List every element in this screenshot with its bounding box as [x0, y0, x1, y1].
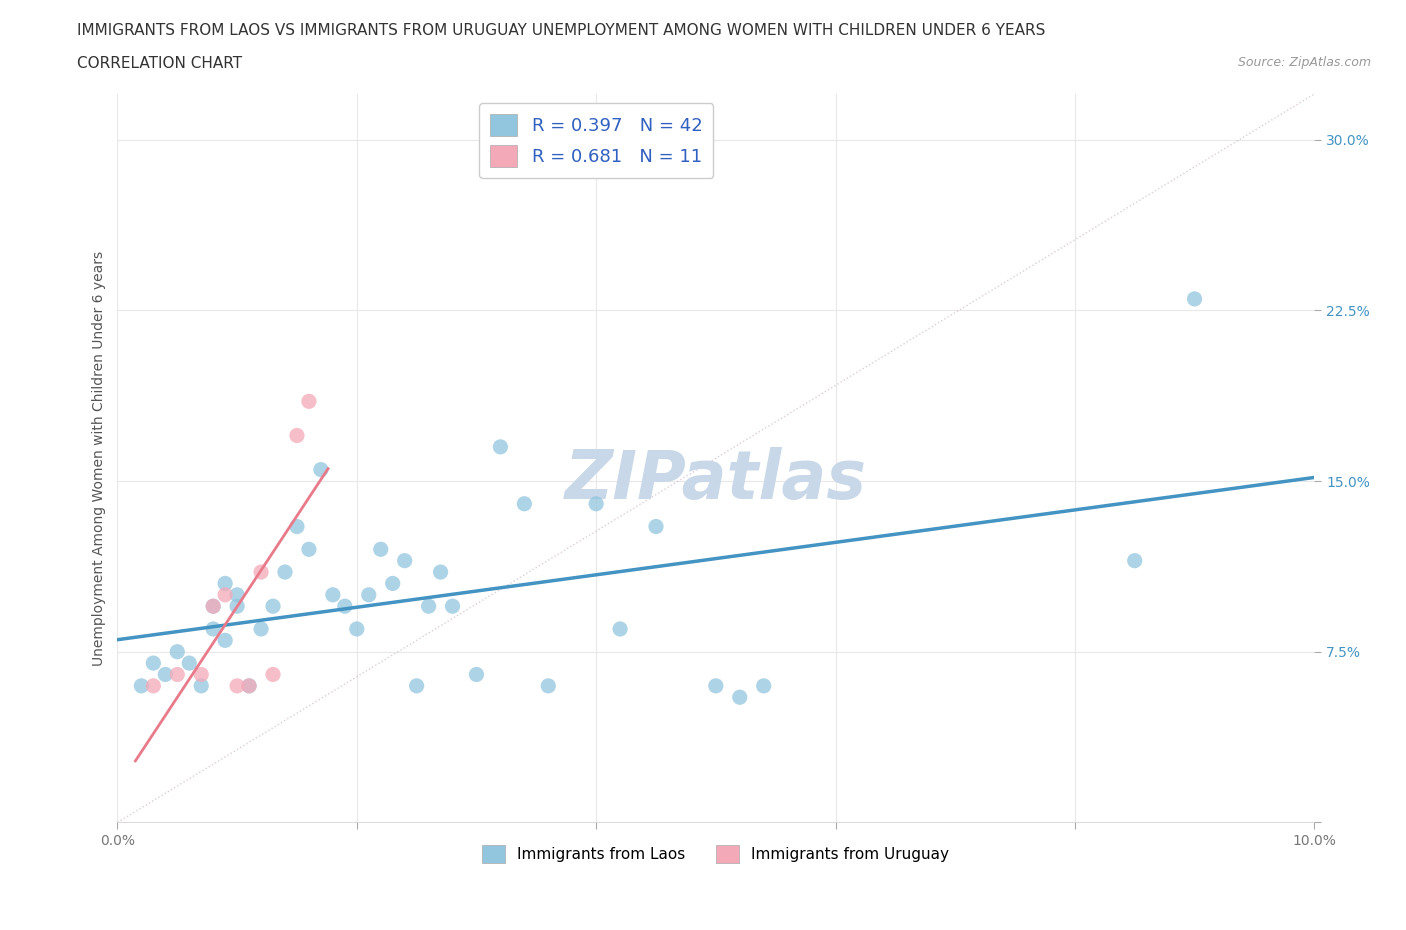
- Point: [179, 656, 201, 671]
- Point: [202, 621, 225, 636]
- Point: [441, 599, 464, 614]
- Point: [226, 588, 249, 603]
- Point: [202, 599, 225, 614]
- Point: [489, 439, 512, 454]
- Point: [166, 644, 188, 659]
- Text: Source: ZipAtlas.com: Source: ZipAtlas.com: [1237, 56, 1371, 69]
- Y-axis label: Unemployment Among Women with Children Under 6 years: Unemployment Among Women with Children U…: [93, 251, 107, 666]
- Text: CORRELATION CHART: CORRELATION CHART: [77, 56, 242, 71]
- Point: [274, 565, 297, 579]
- Point: [1184, 291, 1206, 306]
- Point: [250, 565, 273, 579]
- Point: [166, 667, 188, 682]
- Point: [214, 576, 236, 591]
- Point: [262, 667, 284, 682]
- Point: [585, 497, 607, 512]
- Point: [238, 678, 260, 693]
- Point: [1123, 553, 1146, 568]
- Point: [298, 394, 321, 409]
- Point: [429, 565, 451, 579]
- Point: [322, 588, 344, 603]
- Point: [381, 576, 404, 591]
- Point: [645, 519, 668, 534]
- Point: [333, 599, 356, 614]
- Point: [357, 588, 380, 603]
- Point: [418, 599, 440, 614]
- Point: [728, 690, 751, 705]
- Point: [465, 667, 488, 682]
- Point: [513, 497, 536, 512]
- Point: [405, 678, 427, 693]
- Point: [190, 667, 212, 682]
- Point: [142, 656, 165, 671]
- Text: ZIPatlas: ZIPatlas: [565, 447, 868, 513]
- Point: [285, 428, 308, 443]
- Point: [214, 633, 236, 648]
- Point: [346, 621, 368, 636]
- Point: [226, 599, 249, 614]
- Point: [370, 542, 392, 557]
- Point: [226, 678, 249, 693]
- Point: [202, 599, 225, 614]
- Point: [214, 588, 236, 603]
- Point: [394, 553, 416, 568]
- Point: [142, 678, 165, 693]
- Point: [752, 678, 775, 693]
- Legend: Immigrants from Laos, Immigrants from Uruguay: Immigrants from Laos, Immigrants from Ur…: [477, 839, 956, 870]
- Point: [285, 519, 308, 534]
- Point: [609, 621, 631, 636]
- Point: [309, 462, 332, 477]
- Point: [262, 599, 284, 614]
- Point: [155, 667, 177, 682]
- Point: [250, 621, 273, 636]
- Point: [190, 678, 212, 693]
- Text: IMMIGRANTS FROM LAOS VS IMMIGRANTS FROM URUGUAY UNEMPLOYMENT AMONG WOMEN WITH CH: IMMIGRANTS FROM LAOS VS IMMIGRANTS FROM …: [77, 23, 1046, 38]
- Point: [537, 678, 560, 693]
- Point: [131, 678, 153, 693]
- Point: [238, 678, 260, 693]
- Point: [704, 678, 727, 693]
- Point: [298, 542, 321, 557]
